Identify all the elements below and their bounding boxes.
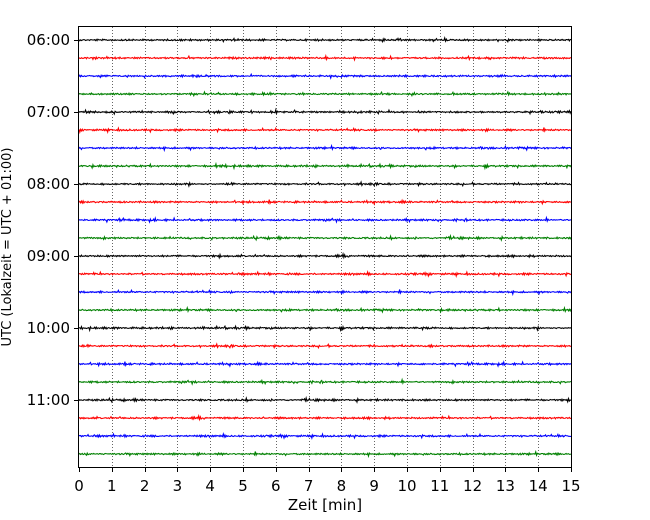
y-axis: 06:00 07:00 08:00 09:00 10:00 11:00: [27, 31, 79, 409]
x-tick-label: 0: [74, 477, 84, 495]
x-tick-label: 11: [430, 477, 449, 495]
x-tick-label: 9: [369, 477, 379, 495]
seismic-trace-row: [78, 288, 572, 297]
x-tick-label: 14: [529, 477, 548, 495]
x-tick-label: 5: [238, 477, 248, 495]
seismic-trace-row: [78, 342, 572, 350]
y-axis-label: UTC (Lokalzeit = UTC + 01:00): [0, 148, 15, 347]
x-tick-label: 1: [107, 477, 117, 495]
x-tick-label: 4: [205, 477, 215, 495]
x-tick-label: 8: [337, 477, 347, 495]
seismic-trace-row: [78, 143, 572, 153]
y-tick-label: 10:00: [27, 319, 70, 337]
seismic-trace-row: [78, 360, 572, 368]
y-tick-label: 09:00: [27, 247, 70, 265]
seismic-trace-row: [78, 107, 572, 116]
y-tick-label: 11:00: [27, 391, 70, 409]
gridlines: [112, 27, 539, 467]
seismic-trace-row: [78, 53, 572, 62]
y-tick-label: 06:00: [27, 31, 70, 49]
seismic-trace-row: [78, 449, 572, 459]
x-tick-label: 2: [140, 477, 150, 495]
seismic-trace-row: [78, 324, 572, 333]
seismic-trace-row: [78, 251, 572, 260]
x-tick-label: 12: [463, 477, 482, 495]
seismic-trace-row: [78, 36, 572, 44]
seismic-trace-row: [78, 180, 572, 188]
seismic-trace-row: [78, 413, 572, 422]
seismic-trace-row: [78, 270, 572, 278]
x-tick-label: 13: [496, 477, 515, 495]
x-tick-label: 15: [561, 477, 580, 495]
seismic-trace-row: [78, 432, 572, 440]
x-axis-label: Zeit [min]: [288, 496, 362, 514]
x-axis: 0 1 2 3 4 5 6 7 8 9 10 11 12 13 14 15: [74, 467, 581, 495]
x-tick-label: 6: [271, 477, 281, 495]
seismic-trace-row: [78, 126, 572, 135]
y-tick-label: 08:00: [27, 175, 70, 193]
seismic-trace-row: [78, 233, 572, 242]
seismic-trace-row: [78, 305, 572, 314]
x-tick-label: 3: [173, 477, 183, 495]
seismic-trace-row: [78, 215, 572, 224]
plot-frame: [78, 26, 572, 468]
seismic-trace-row: [78, 161, 572, 171]
seismic-trace-row: [78, 90, 572, 98]
x-tick-label: 7: [304, 477, 314, 495]
traces: [78, 36, 572, 459]
seismic-trace-row: [78, 198, 572, 206]
seismic-trace-row: [78, 395, 572, 404]
y-tick-label: 07:00: [27, 103, 70, 121]
seismic-trace-row: [78, 72, 572, 80]
x-tick-label: 10: [397, 477, 416, 495]
seismic-trace-row: [78, 377, 572, 386]
